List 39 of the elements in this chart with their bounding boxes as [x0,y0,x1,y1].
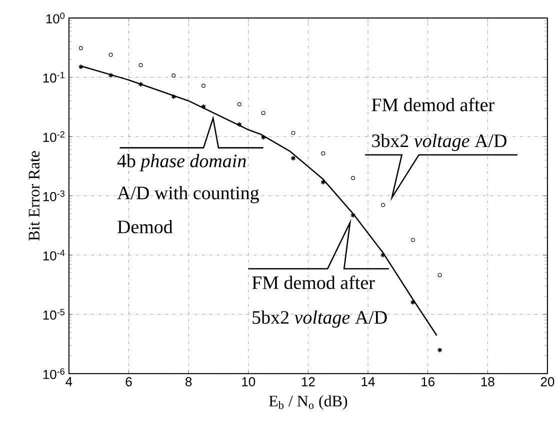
x-tick-label: 14 [362,377,375,386]
point [291,131,296,136]
point [138,63,143,68]
y-tick-label: 10$^{-4}$ [43,250,65,261]
point [172,74,176,78]
point [351,176,356,180]
point [202,84,206,88]
y-tick-label: 10$^{-2}$ [43,131,64,142]
point [321,152,326,156]
annotation: FM demod after [252,276,375,290]
y-axis-title: Bit Error Rate [28,151,40,241]
annotation: A/D with counting [117,186,259,204]
point [410,238,415,242]
x-tick-label: 12 [302,377,315,386]
y-tick-label: 10$^{-1}$ [43,72,64,83]
x-tick-label: 16 [422,377,434,387]
point [78,46,83,50]
x-tick-label: 18 [481,377,494,387]
y-tick-label: 10$^{-6}$ [43,368,64,380]
annotation: FM demod after [372,98,494,112]
x-tick-label: 10 [242,377,256,387]
point [380,203,385,208]
point [438,273,442,278]
y-tick-label: 10$^{-5}$ [43,309,65,320]
point [261,111,266,116]
y-tick-label: 10$^{0}$ [46,12,65,24]
x-tick-label: 8 [186,377,192,387]
x-tick-label: 20 [540,377,554,387]
y-tick-label: 10$^{-3}$ [43,190,64,202]
annotation: Demod [118,220,173,234]
point [237,102,242,107]
annotation: 3bx2 voltage A/D [372,134,506,152]
point [108,52,113,57]
point [236,122,242,128]
annotation: 5bx2 voltage A/D [252,310,387,328]
x-tick-label: 4 [66,377,72,386]
x-tick-label: 6 [126,377,132,387]
x-axis-title: E$_{b}$ / N$_{o}$ (dB) [269,395,348,410]
annotation: 4b phase domain [117,154,246,172]
